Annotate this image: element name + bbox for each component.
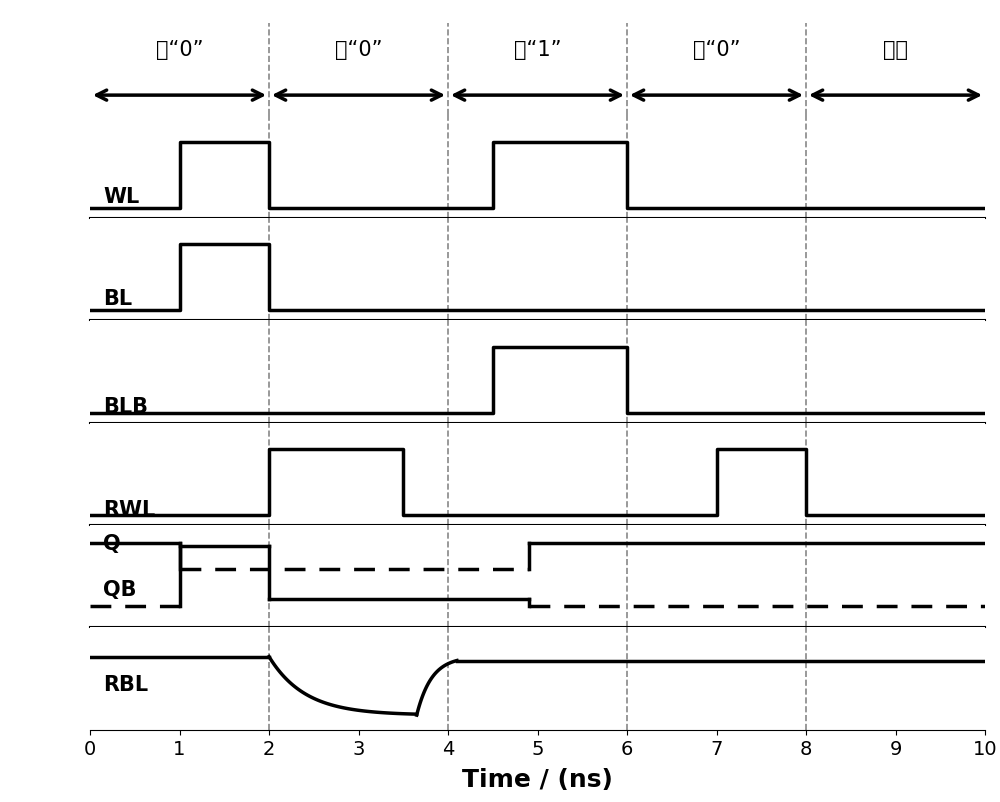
Text: RBL: RBL [103, 674, 149, 694]
Text: BLB: BLB [103, 397, 148, 417]
Text: 保持: 保持 [883, 40, 908, 60]
Text: RWL: RWL [103, 499, 156, 519]
Text: WL: WL [103, 186, 140, 206]
Text: BL: BL [103, 289, 133, 309]
Text: 写“1”: 写“1” [514, 40, 561, 60]
Text: Q: Q [103, 533, 121, 553]
Text: 写“0”: 写“0” [156, 40, 203, 60]
X-axis label: Time / (ns): Time / (ns) [462, 767, 613, 791]
Text: 读“0”: 读“0” [335, 40, 382, 60]
Text: QB: QB [103, 579, 137, 599]
Text: 读“0”: 读“0” [693, 40, 740, 60]
